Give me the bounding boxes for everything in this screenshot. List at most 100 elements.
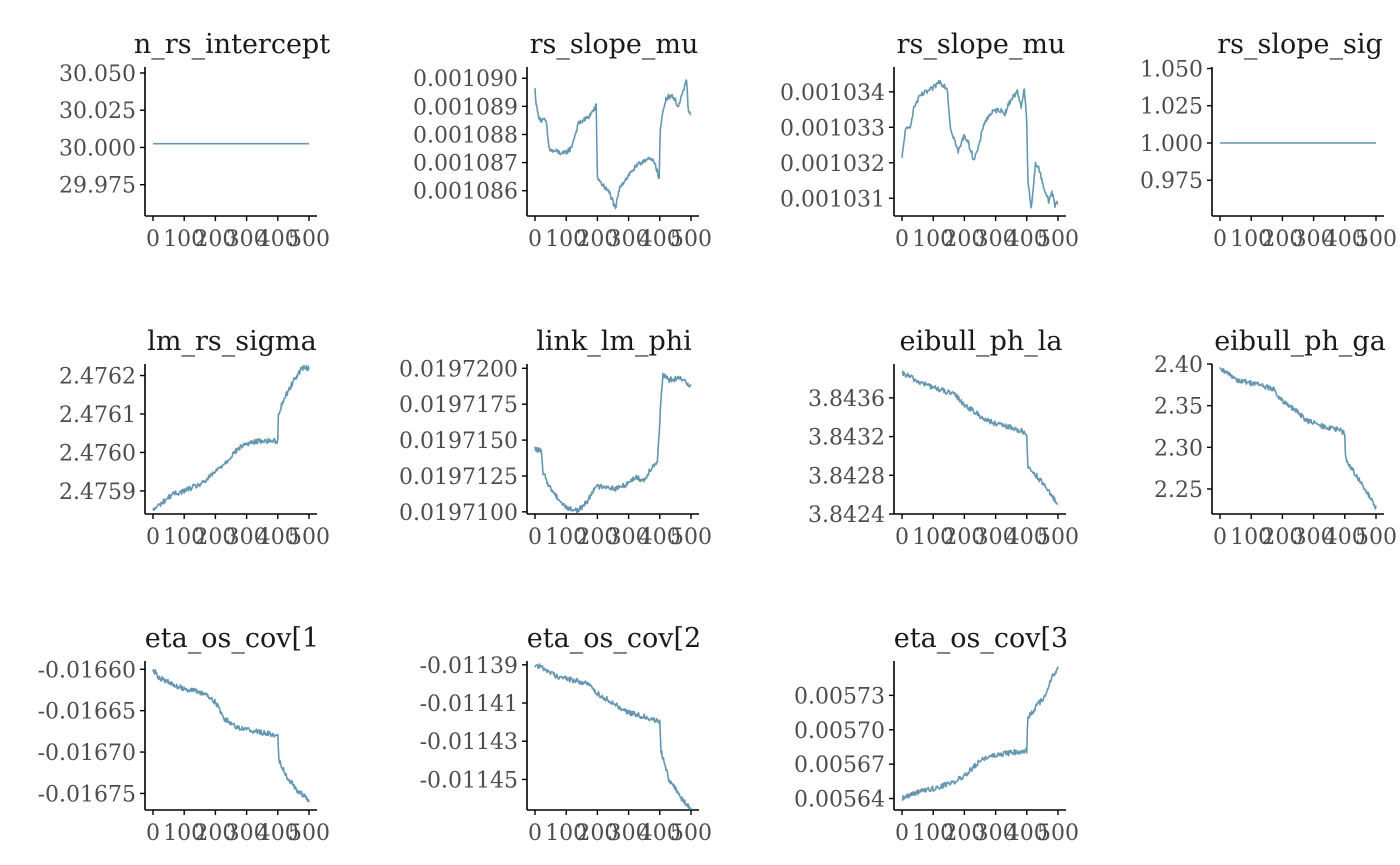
x-tick-label: 200 bbox=[1261, 227, 1303, 252]
y-tick-label: 2.30 bbox=[1154, 436, 1203, 461]
x-tick-label: 100 bbox=[163, 821, 205, 846]
x-tick-label: 0 bbox=[528, 525, 542, 550]
x-tick-label: 500 bbox=[670, 525, 712, 550]
y-tick-label: 0.00567 bbox=[794, 753, 885, 778]
x-tick-label: 400 bbox=[1324, 227, 1366, 252]
y-tick-label: 0.00564 bbox=[794, 788, 885, 813]
y-tick-label: 2.4759 bbox=[59, 480, 136, 505]
y-tick-label: 29.975 bbox=[59, 174, 136, 199]
y-tick-label: -0.01660 bbox=[38, 658, 136, 683]
x-tick-label: 300 bbox=[608, 525, 650, 550]
x-tick-label: 400 bbox=[639, 227, 681, 252]
trace-line bbox=[901, 79, 1059, 209]
trace-line bbox=[534, 79, 692, 210]
x-tick-label: 0 bbox=[895, 525, 909, 550]
y-tick-label: -0.01141 bbox=[420, 692, 518, 717]
x-tick-label: 300 bbox=[975, 525, 1017, 550]
panel-title: rs_slope_mu bbox=[530, 29, 699, 60]
x-tick-label: 100 bbox=[545, 821, 587, 846]
x-tick-label: 500 bbox=[288, 227, 330, 252]
x-tick-label: 500 bbox=[1355, 525, 1397, 550]
x-tick-label: 0 bbox=[895, 821, 909, 846]
y-tick-label: 0.00570 bbox=[794, 719, 885, 744]
x-tick-label: 500 bbox=[1037, 525, 1079, 550]
x-tick-label: 0 bbox=[1213, 227, 1227, 252]
x-tick-label: 300 bbox=[226, 227, 268, 252]
y-tick-label: 0.001031 bbox=[780, 187, 885, 212]
trace-panel: eta_os_cov[3 0.00564 0.00567 0.00570 0.00573… bbox=[794, 623, 1079, 846]
x-tick-label: 300 bbox=[1293, 227, 1335, 252]
y-tick-label: 1.000 bbox=[1140, 132, 1203, 157]
trace-line bbox=[152, 668, 310, 803]
x-tick-label: 400 bbox=[257, 821, 299, 846]
x-tick-label: 100 bbox=[545, 525, 587, 550]
y-tick-label: 0.001034 bbox=[780, 81, 885, 106]
y-tick-label: 30.050 bbox=[59, 62, 136, 87]
y-tick-label: 2.4760 bbox=[59, 441, 136, 466]
panel-title: eta_os_cov[3 bbox=[894, 623, 1068, 654]
trace-panel: eibull_ph_ga 2.25 2.30 2.35 2.40 0 10020030040… bbox=[1154, 326, 1397, 550]
x-tick-label: 0 bbox=[146, 525, 160, 550]
x-tick-label: 0 bbox=[895, 227, 909, 252]
y-tick-label: 1.050 bbox=[1140, 57, 1203, 82]
panel-title: rs_slope_sig bbox=[1217, 29, 1383, 60]
trace-line bbox=[1219, 366, 1377, 510]
y-tick-label: 30.025 bbox=[59, 99, 136, 124]
x-tick-label: 200 bbox=[943, 227, 985, 252]
y-tick-label: 30.000 bbox=[59, 136, 136, 161]
x-tick-label: 400 bbox=[257, 227, 299, 252]
trace-panel: lm_rs_sigma 2.4759 2.4760 2.4761 2.4762 0 1002… bbox=[59, 326, 330, 550]
x-tick-label: 100 bbox=[1230, 227, 1272, 252]
panel-title: eibull_ph_la bbox=[900, 326, 1063, 357]
x-tick-label: 0 bbox=[146, 821, 160, 846]
trace-line bbox=[901, 666, 1059, 802]
y-tick-label: 1.025 bbox=[1140, 95, 1203, 120]
x-tick-label: 200 bbox=[943, 525, 985, 550]
x-tick-label: 300 bbox=[608, 227, 650, 252]
y-tick-label: 2.35 bbox=[1154, 395, 1203, 420]
x-tick-label: 100 bbox=[912, 227, 954, 252]
x-tick-label: 400 bbox=[257, 525, 299, 550]
x-tick-label: 0 bbox=[528, 227, 542, 252]
x-tick-label: 0 bbox=[528, 821, 542, 846]
trace-line bbox=[152, 364, 310, 511]
trace-panel: eibull_ph_la 3.8424 3.8428 3.8432 3.8436 0 100… bbox=[808, 326, 1079, 550]
y-tick-label: 0.001032 bbox=[780, 152, 885, 177]
y-tick-label: -0.01670 bbox=[38, 741, 136, 766]
panel-title: eta_os_cov[1 bbox=[145, 623, 319, 654]
y-tick-label: -0.01665 bbox=[38, 700, 136, 725]
y-tick-label: 3.8428 bbox=[808, 464, 885, 489]
trace-panel: n_rs_intercept 29.975 30.000 30.025 30.050 0 1… bbox=[59, 29, 330, 252]
x-tick-label: 300 bbox=[975, 821, 1017, 846]
x-tick-label: 100 bbox=[163, 525, 205, 550]
x-tick-label: 400 bbox=[1006, 525, 1048, 550]
x-tick-label: 500 bbox=[1355, 227, 1397, 252]
y-tick-label: 0.001087 bbox=[413, 152, 518, 177]
y-tick-label: 0.001090 bbox=[413, 67, 518, 92]
x-tick-label: 100 bbox=[912, 525, 954, 550]
x-tick-label: 500 bbox=[1037, 821, 1079, 846]
y-tick-label: 0.0197200 bbox=[399, 357, 518, 382]
y-tick-label: 2.25 bbox=[1154, 478, 1203, 503]
y-tick-label: 0.00573 bbox=[794, 684, 885, 709]
x-tick-label: 300 bbox=[226, 525, 268, 550]
x-tick-label: 0 bbox=[1213, 525, 1227, 550]
trace-panel: link_lm_phi 0.0197100 0.0197125 0.0197150 0.… bbox=[399, 326, 712, 550]
x-tick-label: 200 bbox=[194, 821, 236, 846]
x-tick-label: 200 bbox=[576, 821, 618, 846]
y-tick-label: 2.40 bbox=[1154, 353, 1203, 378]
panel-title: eta_os_cov[2 bbox=[527, 623, 701, 654]
trace-panel: rs_slope_sig 0.975 1.000 1.025 1.050 0 1002003… bbox=[1140, 29, 1397, 252]
y-tick-label: 0.001088 bbox=[413, 123, 518, 148]
y-tick-label: -0.01143 bbox=[420, 730, 518, 755]
trace-panel: eta_os_cov[2 -0.01145 -0.01143 -0.01141 -0.0… bbox=[420, 623, 712, 846]
x-tick-label: 400 bbox=[1006, 821, 1048, 846]
y-tick-label: 2.4762 bbox=[59, 365, 136, 390]
y-tick-label: 3.8436 bbox=[808, 387, 885, 412]
x-tick-label: 500 bbox=[670, 227, 712, 252]
trace-line bbox=[534, 663, 692, 810]
panel-title: n_rs_intercept bbox=[134, 29, 330, 60]
panel-title: rs_slope_mu bbox=[897, 29, 1066, 60]
panel-title: eibull_ph_ga bbox=[1214, 326, 1386, 357]
